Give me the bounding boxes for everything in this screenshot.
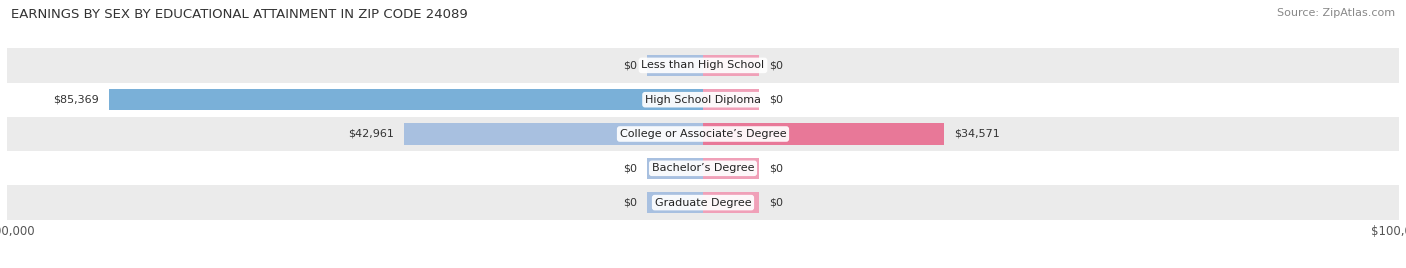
Bar [647, 158, 703, 179]
Bar [7, 117, 1399, 151]
Text: EARNINGS BY SEX BY EDUCATIONAL ATTAINMENT IN ZIP CODE 24089: EARNINGS BY SEX BY EDUCATIONAL ATTAINMEN… [11, 8, 468, 21]
Text: $0: $0 [769, 60, 783, 70]
Bar [7, 48, 1399, 83]
Bar [703, 123, 943, 145]
Text: $0: $0 [769, 198, 783, 208]
Text: College or Associate’s Degree: College or Associate’s Degree [620, 129, 786, 139]
Bar [404, 123, 703, 145]
Text: Bachelor’s Degree: Bachelor’s Degree [652, 163, 754, 173]
Bar [7, 185, 1399, 220]
Bar [108, 89, 703, 110]
Bar [703, 89, 759, 110]
Text: $85,369: $85,369 [52, 95, 98, 105]
Bar [703, 192, 759, 213]
Bar [7, 151, 1399, 185]
Text: $0: $0 [623, 60, 637, 70]
Text: High School Diploma: High School Diploma [645, 95, 761, 105]
Text: $42,961: $42,961 [347, 129, 394, 139]
Bar [647, 192, 703, 213]
Text: $0: $0 [769, 95, 783, 105]
Text: $0: $0 [623, 163, 637, 173]
Text: $0: $0 [623, 198, 637, 208]
Bar [703, 55, 759, 76]
Text: $0: $0 [769, 163, 783, 173]
Bar [703, 158, 759, 179]
Text: Less than High School: Less than High School [641, 60, 765, 70]
Text: Graduate Degree: Graduate Degree [655, 198, 751, 208]
Text: $34,571: $34,571 [955, 129, 1000, 139]
Bar [7, 83, 1399, 117]
Text: Source: ZipAtlas.com: Source: ZipAtlas.com [1277, 8, 1395, 18]
Bar [647, 55, 703, 76]
